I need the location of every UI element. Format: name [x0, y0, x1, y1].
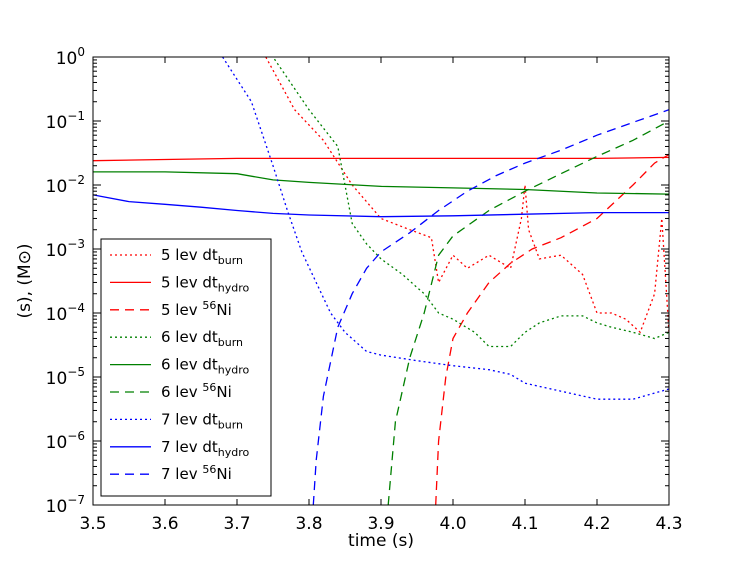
y-tick-label: 10−4: [46, 301, 85, 325]
series-line-7: [222, 57, 669, 400]
series-line-8: [93, 194, 669, 218]
y-axis-label: (s), (M⊙): [15, 243, 35, 318]
legend-label-2: 5 lev dthydro: [161, 273, 250, 294]
x-tick-label: 3.5: [79, 514, 106, 534]
series-line-6: [387, 120, 669, 505]
y-axis: 10−7 10−6 10−5 10−4 10−3 10−2 10−1 100: [46, 45, 669, 517]
x-axis: 3.5 3.6 3.7 3.8 3.9 4.0 4.1 4.2 4.3: [79, 57, 683, 534]
legend-label-8: 7 lev dthydro: [161, 438, 250, 459]
series-line-2: [93, 156, 669, 162]
series-line-1: [265, 57, 669, 334]
legend-label-7: 7 lev dtburn: [161, 410, 243, 431]
y-tick-label: 10−5: [46, 365, 85, 389]
x-tick-label: 3.8: [295, 514, 322, 534]
y-tick-label: 10−1: [46, 109, 85, 133]
x-tick-label: 4.1: [511, 514, 538, 534]
y-tick-label: 100: [56, 45, 85, 69]
legend-label-6: 6 lev 56Ni: [161, 381, 232, 401]
y-tick-label: 10−6: [46, 429, 85, 453]
legend: 5 lev dtburn 5 lev dthydro 5 lev 56Ni 6 lev…: [100, 238, 272, 497]
legend-label-3: 5 lev 56Ni: [161, 299, 232, 319]
legend-label-1: 5 lev dtburn: [161, 246, 243, 267]
series-line-3: [435, 153, 669, 505]
y-tick-label: 10−3: [46, 237, 85, 261]
x-tick-label: 4.3: [655, 514, 682, 534]
y-tick-label: 10−2: [46, 173, 85, 197]
x-tick-label: 4.2: [583, 514, 610, 534]
x-tick-label: 3.9: [367, 514, 394, 534]
y-tick-label: 10−7: [46, 493, 85, 517]
legend-label-9: 7 lev 56Ni: [161, 463, 232, 483]
x-axis-label: time (s): [348, 531, 414, 551]
legend-label-5: 6 lev dthydro: [161, 356, 250, 377]
series-line-9: [312, 109, 669, 505]
legend-label-4: 6 lev dtburn: [161, 328, 243, 349]
x-tick-label: 3.7: [223, 514, 250, 534]
series-layer: [93, 57, 669, 505]
x-tick-label: 4.0: [439, 514, 466, 534]
x-tick-label: 3.6: [151, 514, 178, 534]
series-line-5: [93, 171, 669, 195]
